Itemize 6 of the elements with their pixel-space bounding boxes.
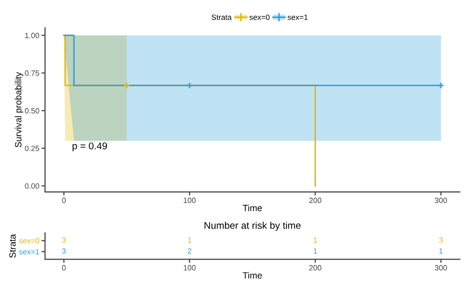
annotation: p = 0.49 <box>72 142 107 152</box>
chart-title: Number at risk by time <box>204 222 301 231</box>
y-axis-title: Survival probability <box>14 72 24 148</box>
x-axis-title: Time <box>242 272 262 279</box>
x-axis-title: Time <box>242 204 262 212</box>
y-axis-title: Strata <box>9 234 16 258</box>
